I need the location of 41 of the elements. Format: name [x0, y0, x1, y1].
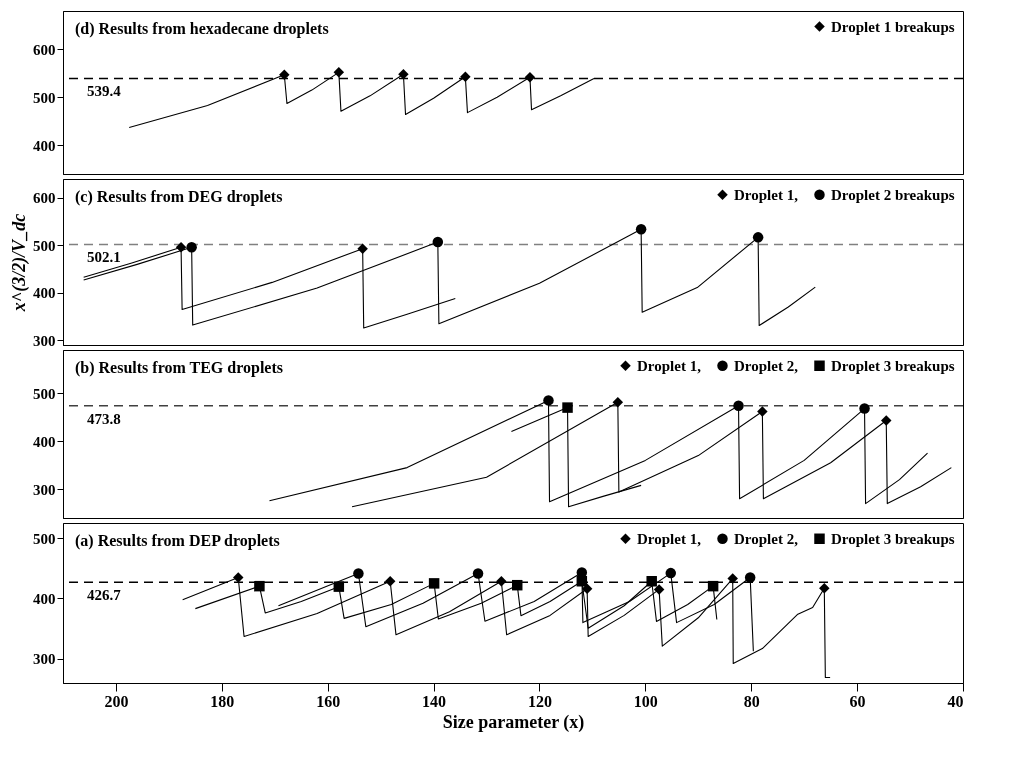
y-axis-title: x^(3/2)/V_dc: [9, 213, 30, 313]
y-tick-label: 500: [33, 385, 56, 402]
legend-label: Droplet 1,: [637, 357, 702, 374]
x-tick-label: 160: [316, 692, 341, 710]
y-tick-label: 400: [33, 285, 56, 302]
x-tick-label: 60: [849, 692, 866, 710]
text: (c) Results from DEG droplets: [75, 188, 283, 206]
x-tick-label: 120: [527, 692, 552, 710]
text: (d) Results from hexadecane droplets: [75, 20, 329, 38]
y-tick-label: 300: [33, 332, 56, 349]
y-tick-label: 500: [33, 530, 56, 547]
y-tick-label: 500: [33, 237, 56, 254]
ref-line-label: 426.7: [87, 587, 122, 604]
y-tick-label: 400: [33, 590, 56, 607]
legend-label: Droplet 3 breakups: [831, 530, 955, 547]
x-tick-label: 40: [947, 692, 964, 710]
y-tick-label: 300: [33, 481, 56, 498]
legend-label: Droplet 1,: [734, 186, 799, 203]
legend-label: Droplet 1 breakups: [831, 18, 955, 35]
y-tick-label: 400: [33, 137, 56, 154]
legend-label: Droplet 2 breakups: [831, 186, 955, 203]
text: (a) Results from DEP droplets: [75, 532, 280, 550]
legend-label: Droplet 1,: [637, 530, 702, 547]
y-tick-label: 400: [33, 433, 56, 450]
x-axis-title: Size parameter (x): [442, 711, 585, 733]
x-tick-label: 200: [104, 692, 129, 710]
ref-line-label: 502.1: [87, 249, 121, 266]
x-tick-label: 100: [633, 692, 658, 710]
y-tick-label: 300: [33, 651, 56, 668]
y-tick-label: 600: [33, 190, 56, 207]
text: (b) Results from TEG droplets: [75, 359, 284, 377]
legend-label: Droplet 3 breakups: [831, 357, 955, 374]
x-tick-label: 180: [210, 692, 235, 710]
ref-line-label: 539.4: [87, 83, 122, 100]
y-tick-label: 600: [33, 41, 56, 58]
ref-line-label: 473.8: [87, 410, 121, 427]
x-tick-label: 80: [743, 692, 760, 710]
x-tick-label: 140: [422, 692, 447, 710]
legend-label: Droplet 2,: [734, 530, 799, 547]
legend-label: Droplet 2,: [734, 357, 799, 374]
y-tick-label: 500: [33, 89, 56, 106]
